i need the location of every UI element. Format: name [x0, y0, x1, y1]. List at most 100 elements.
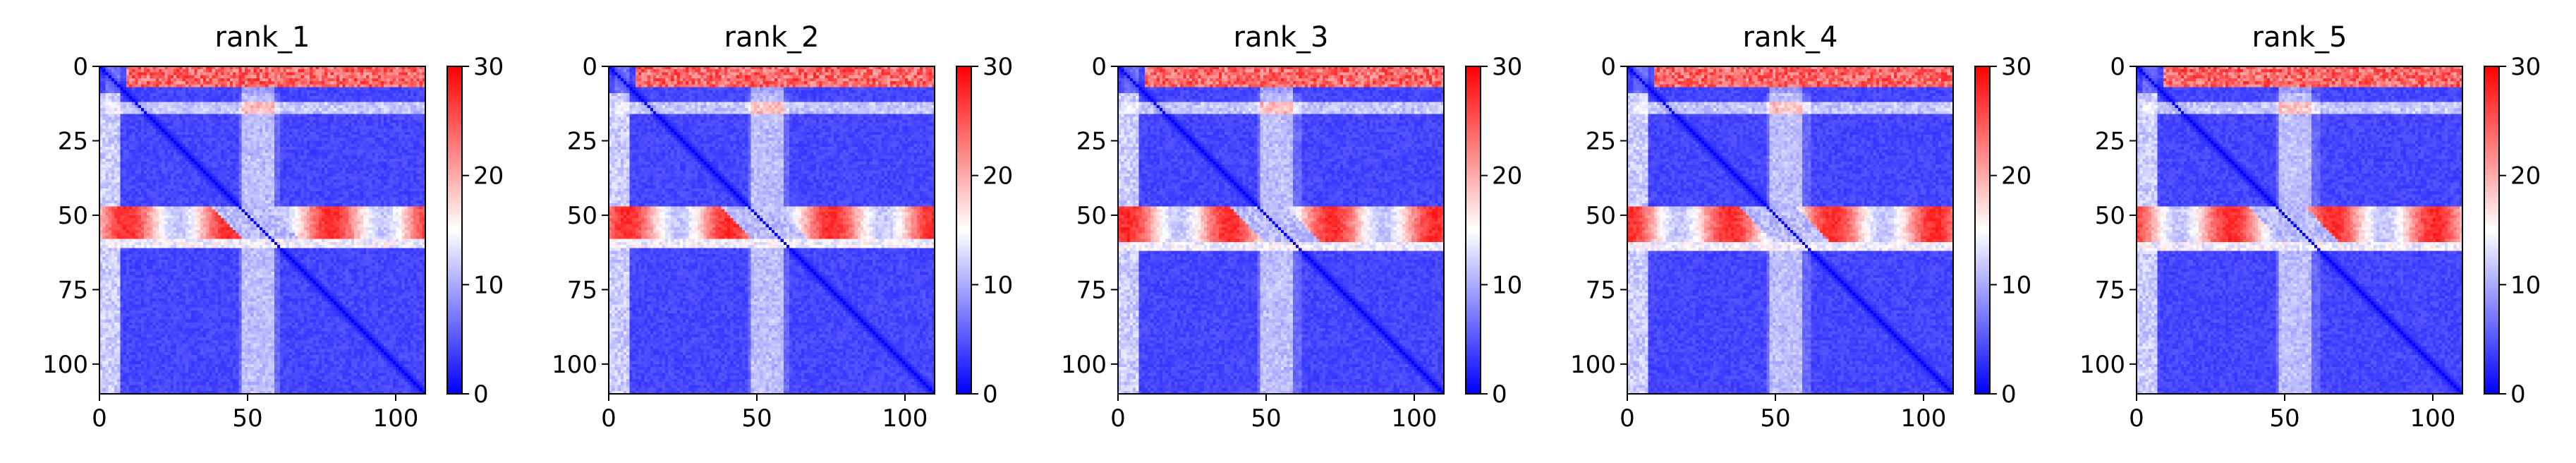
heatmap-cell [156, 81, 159, 85]
heatmap-cell [183, 69, 186, 73]
heatmap-cell [117, 81, 121, 85]
heatmap-cell [342, 72, 346, 76]
heatmap-cell [253, 76, 257, 79]
heatmap-cell [191, 81, 195, 85]
heatmap-cell [117, 69, 121, 73]
heatmap-cell [194, 78, 198, 82]
heatmap-cell [135, 72, 138, 76]
heatmap-cell [129, 76, 133, 79]
heatmap-cell [292, 78, 296, 82]
heatmap-cell [102, 72, 106, 76]
heatmap-cell [159, 84, 162, 88]
heatmap-cell [209, 69, 212, 73]
heatmap-cell [200, 69, 204, 73]
heatmap-cell [408, 78, 411, 82]
heatmap-cell [188, 81, 192, 85]
heatmap-cell [405, 78, 408, 82]
heatmap-cell [360, 69, 364, 73]
heatmap-cell [120, 72, 123, 76]
heatmap-cell [257, 81, 260, 85]
heatmap-cell [123, 72, 127, 76]
heatmap-cell [238, 81, 242, 85]
heatmap-cell [138, 78, 142, 82]
heatmap-cell [381, 78, 384, 82]
heatmap-cell [310, 69, 313, 73]
heatmap-cell [283, 78, 286, 82]
heatmap-cell [168, 81, 171, 85]
heatmap-cell [164, 72, 168, 76]
heatmap-cell [218, 69, 221, 73]
heatmap-cell [401, 76, 405, 79]
heatmap-cell [348, 72, 352, 76]
heatmap-cell [242, 76, 245, 79]
heatmap-cell [227, 78, 231, 82]
heatmap-cell [268, 72, 272, 76]
heatmap-cell [164, 84, 168, 88]
heatmap-cell [265, 69, 269, 73]
heatmap-cell [242, 69, 245, 73]
heatmap-cell [348, 69, 352, 73]
heatmap-cell [262, 69, 266, 73]
heatmap-cell [351, 69, 355, 73]
heatmap-cell [319, 78, 322, 82]
heatmap-cell [381, 69, 384, 73]
heatmap-cell [390, 72, 394, 76]
heatmap-cell [179, 81, 183, 85]
heatmap-cell [209, 76, 212, 79]
heatmap-cell [336, 72, 340, 76]
heatmap-cell [253, 72, 257, 76]
heatmap-cell [334, 78, 337, 82]
heatmap-cell [280, 81, 284, 85]
heatmap-cell [242, 72, 245, 76]
heatmap-cell [307, 78, 310, 82]
heatmap-cell [387, 76, 390, 79]
heatmap-cell [209, 72, 212, 76]
heatmap-cell [250, 78, 254, 82]
heatmap-cell [153, 78, 157, 82]
heatmap-cell [248, 72, 251, 76]
heatmap-cell [171, 72, 174, 76]
heatmap-cell [272, 81, 275, 85]
heatmap-cell [360, 72, 364, 76]
heatmap-cell [253, 69, 257, 73]
heatmap-cell [109, 69, 112, 73]
heatmap-cell [141, 72, 145, 76]
heatmap-cell [331, 81, 334, 85]
heatmap-cell [164, 78, 168, 82]
heatmap-cell [378, 69, 382, 73]
heatmap-cell [396, 72, 399, 76]
heatmap-cell [183, 81, 186, 85]
heatmap-cell [224, 72, 227, 76]
heatmap-cell [162, 72, 165, 76]
heatmap-cell [123, 84, 127, 88]
heatmap-cell [420, 81, 423, 85]
heatmap-cell [236, 84, 239, 88]
heatmap-cell [363, 78, 367, 82]
heatmap-cell [186, 81, 189, 85]
heatmap-cell [203, 84, 207, 88]
heatmap-cell [212, 81, 216, 85]
heatmap-cell [186, 84, 189, 88]
heatmap-cell [114, 81, 118, 85]
heatmap-cell [200, 78, 204, 82]
heatmap-cell [250, 72, 254, 76]
heatmap-cell [262, 76, 266, 79]
heatmap-cell [274, 76, 278, 79]
heatmap-cell [301, 72, 305, 76]
heatmap-cell [218, 72, 221, 76]
heatmap-cell [233, 69, 236, 73]
heatmap-cell [369, 76, 372, 79]
heatmap-cell [233, 78, 236, 82]
heatmap-cell [183, 76, 186, 79]
heatmap-cell [206, 72, 209, 76]
heatmap-cell [245, 84, 248, 88]
heatmap-cell [191, 84, 195, 88]
heatmap-cell [253, 81, 257, 85]
heatmap-cell [238, 84, 242, 88]
heatmap-cell [316, 78, 320, 82]
heatmap-cell [298, 69, 301, 73]
heatmap-cell [280, 78, 284, 82]
heatmap-cell [274, 78, 278, 82]
heatmap-cell [280, 76, 284, 79]
heatmap-cell [221, 84, 224, 88]
